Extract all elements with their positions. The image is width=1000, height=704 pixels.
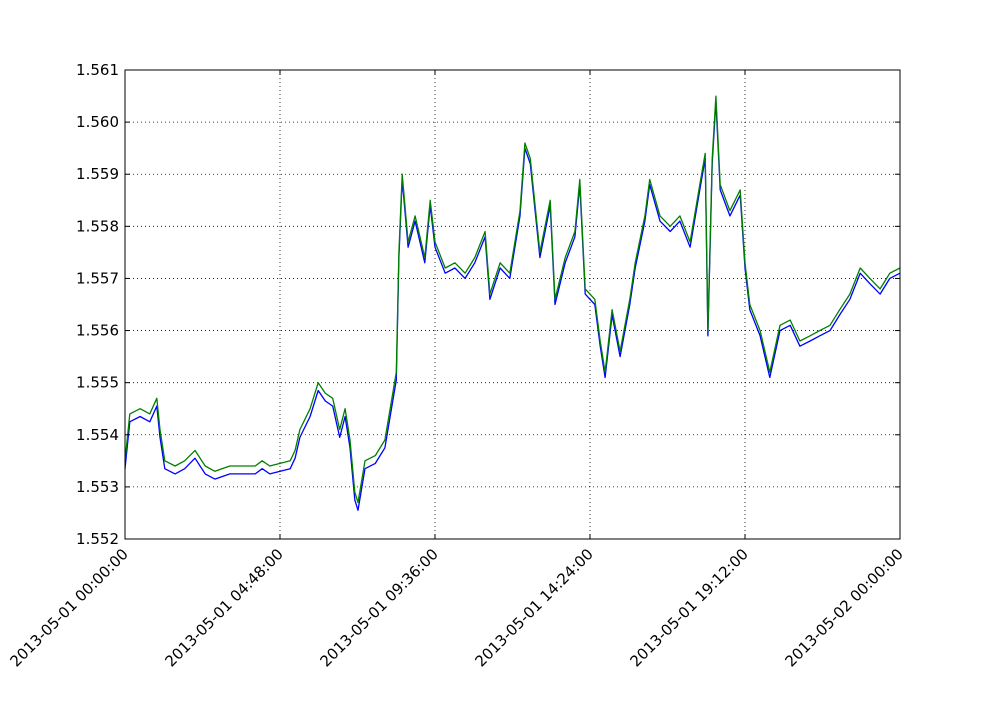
x-tick-label: 2013-05-01 19:12:00	[626, 545, 751, 670]
series-line-0	[124, 100, 901, 511]
y-tick-label: 1.559	[76, 165, 119, 183]
series-line-1	[124, 95, 901, 504]
x-tick-label: 2013-05-01 09:36:00	[316, 545, 441, 670]
x-tick-label: 2013-05-02 00:00:00	[781, 545, 906, 670]
y-tick-label: 1.552	[76, 530, 119, 548]
y-tick-label: 1.557	[76, 269, 119, 287]
x-tick-label: 2013-05-01 14:24:00	[471, 545, 596, 670]
y-tick-label: 1.561	[76, 61, 119, 79]
y-tick-label: 1.560	[76, 113, 119, 131]
y-tick-label: 1.553	[76, 478, 119, 496]
y-tick-label: 1.556	[76, 322, 119, 340]
y-tick-label: 1.555	[76, 374, 119, 392]
y-tick-label: 1.558	[76, 217, 119, 235]
y-axis: 1.552 1.553 1.554 1.555 1.556 1.557 1.558 1.559…	[76, 61, 900, 548]
x-tick-label: 2013-05-01 00:00:00	[6, 545, 131, 670]
plot-frame	[124, 69, 901, 540]
x-tick-label: 2013-05-01 04:48:00	[161, 545, 286, 670]
y-tick-label: 1.554	[76, 426, 119, 444]
grid	[124, 69, 901, 540]
series-lines	[124, 95, 901, 511]
